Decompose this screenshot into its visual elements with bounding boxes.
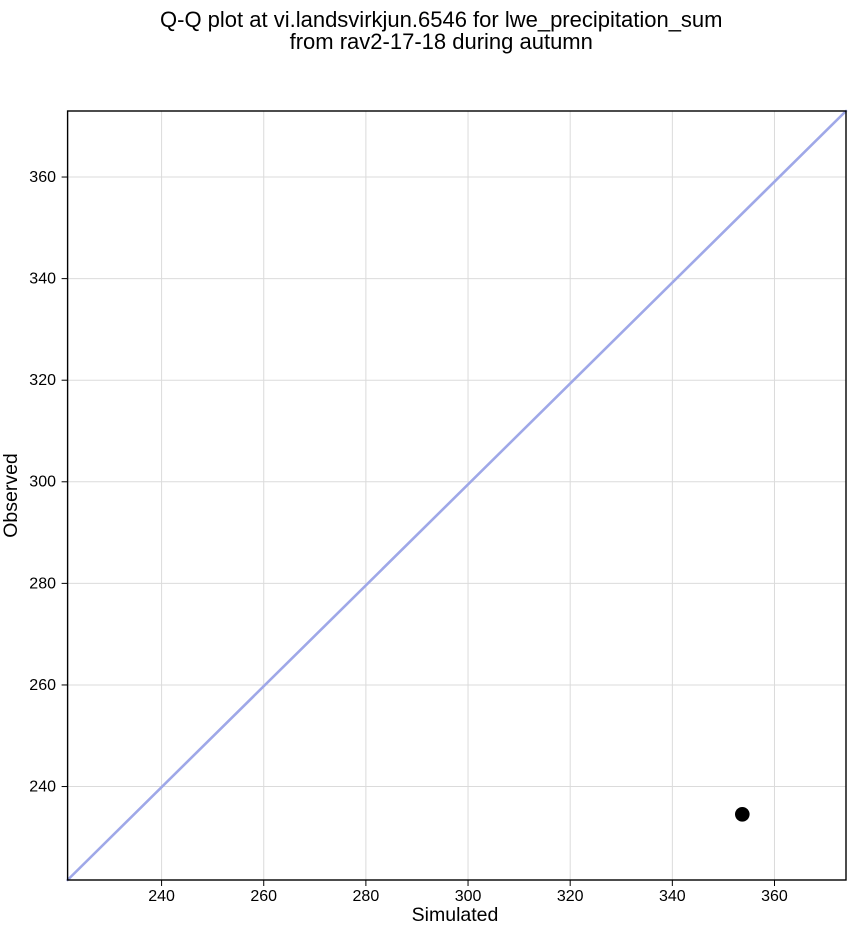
- svg-text:340: 340: [29, 271, 56, 288]
- svg-text:240: 240: [29, 779, 56, 796]
- svg-text:280: 280: [29, 575, 56, 592]
- svg-text:260: 260: [29, 677, 56, 694]
- svg-text:Observed: Observed: [0, 453, 22, 538]
- svg-text:300: 300: [455, 888, 482, 905]
- svg-text:280: 280: [353, 888, 380, 905]
- svg-text:320: 320: [29, 372, 56, 389]
- svg-text:320: 320: [557, 888, 584, 905]
- svg-text:Simulated: Simulated: [412, 904, 499, 926]
- svg-text:340: 340: [659, 888, 686, 905]
- svg-text:360: 360: [29, 169, 56, 186]
- svg-text:300: 300: [29, 474, 56, 491]
- svg-text:260: 260: [250, 888, 277, 905]
- svg-text:360: 360: [761, 888, 788, 905]
- svg-text:240: 240: [148, 888, 175, 905]
